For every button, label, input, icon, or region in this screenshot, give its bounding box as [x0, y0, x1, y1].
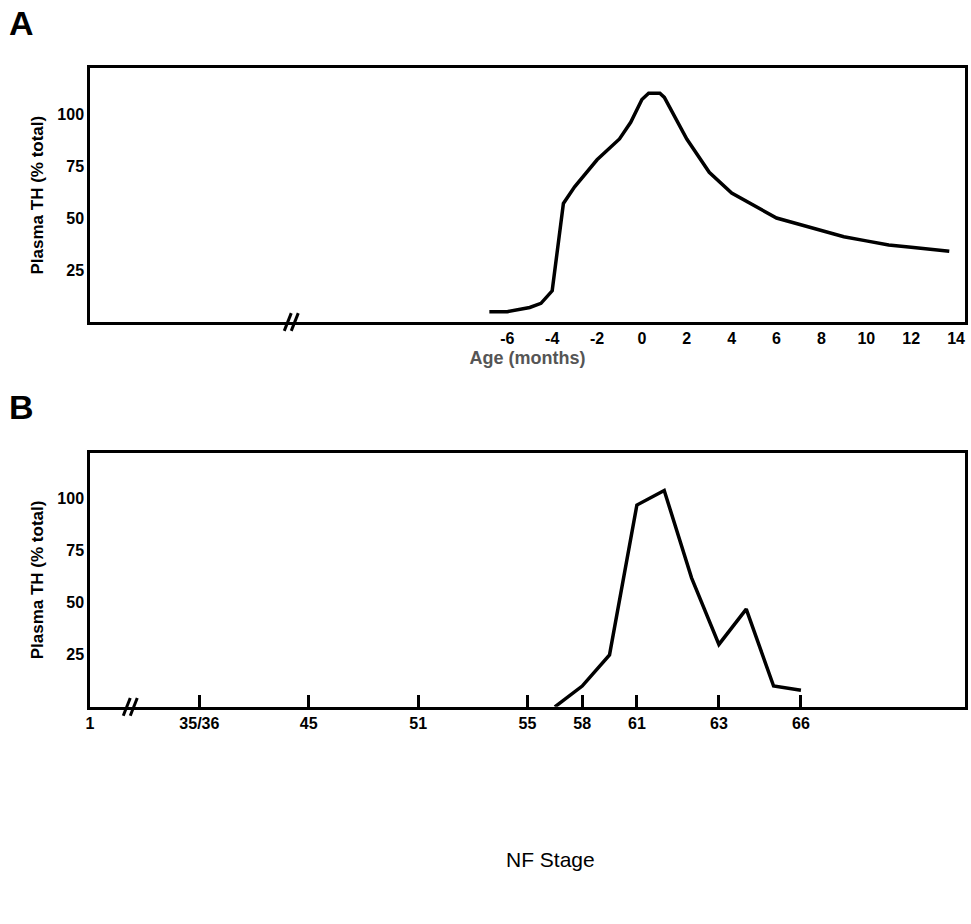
svg-text:58: 58	[573, 715, 591, 732]
svg-text:-4: -4	[545, 330, 559, 347]
svg-text:75: 75	[66, 158, 84, 175]
svg-text:A: A	[9, 4, 34, 42]
svg-text:100: 100	[57, 490, 84, 507]
svg-text:Plasma TH (% total): Plasma TH (% total)	[28, 116, 47, 275]
svg-text:Plasma TH (% total): Plasma TH (% total)	[28, 501, 47, 660]
svg-text:-6: -6	[500, 330, 514, 347]
svg-text:75: 75	[66, 542, 84, 559]
svg-text:51: 51	[409, 715, 427, 732]
svg-text:-2: -2	[590, 330, 604, 347]
svg-text:10: 10	[857, 330, 875, 347]
svg-text:8: 8	[817, 330, 826, 347]
svg-text:12: 12	[902, 330, 920, 347]
svg-text:100: 100	[57, 106, 84, 123]
svg-text:25: 25	[66, 262, 84, 279]
svg-text:Age (months): Age (months)	[470, 348, 586, 368]
svg-text:1: 1	[86, 715, 95, 732]
svg-text:63: 63	[710, 715, 728, 732]
svg-text:66: 66	[792, 715, 810, 732]
svg-text:50: 50	[66, 594, 84, 611]
svg-text:35/36: 35/36	[179, 715, 219, 732]
svg-text:6: 6	[772, 330, 781, 347]
svg-text:50: 50	[66, 210, 84, 227]
svg-text:25: 25	[66, 646, 84, 663]
svg-text:B: B	[9, 388, 34, 426]
svg-text:4: 4	[727, 330, 736, 347]
svg-text:NF Stage: NF Stage	[506, 848, 595, 871]
svg-text:55: 55	[519, 715, 537, 732]
svg-text:61: 61	[628, 715, 646, 732]
svg-text:2: 2	[682, 330, 691, 347]
svg-text:0: 0	[637, 330, 646, 347]
svg-text:14: 14	[947, 330, 965, 347]
svg-text:45: 45	[300, 715, 318, 732]
